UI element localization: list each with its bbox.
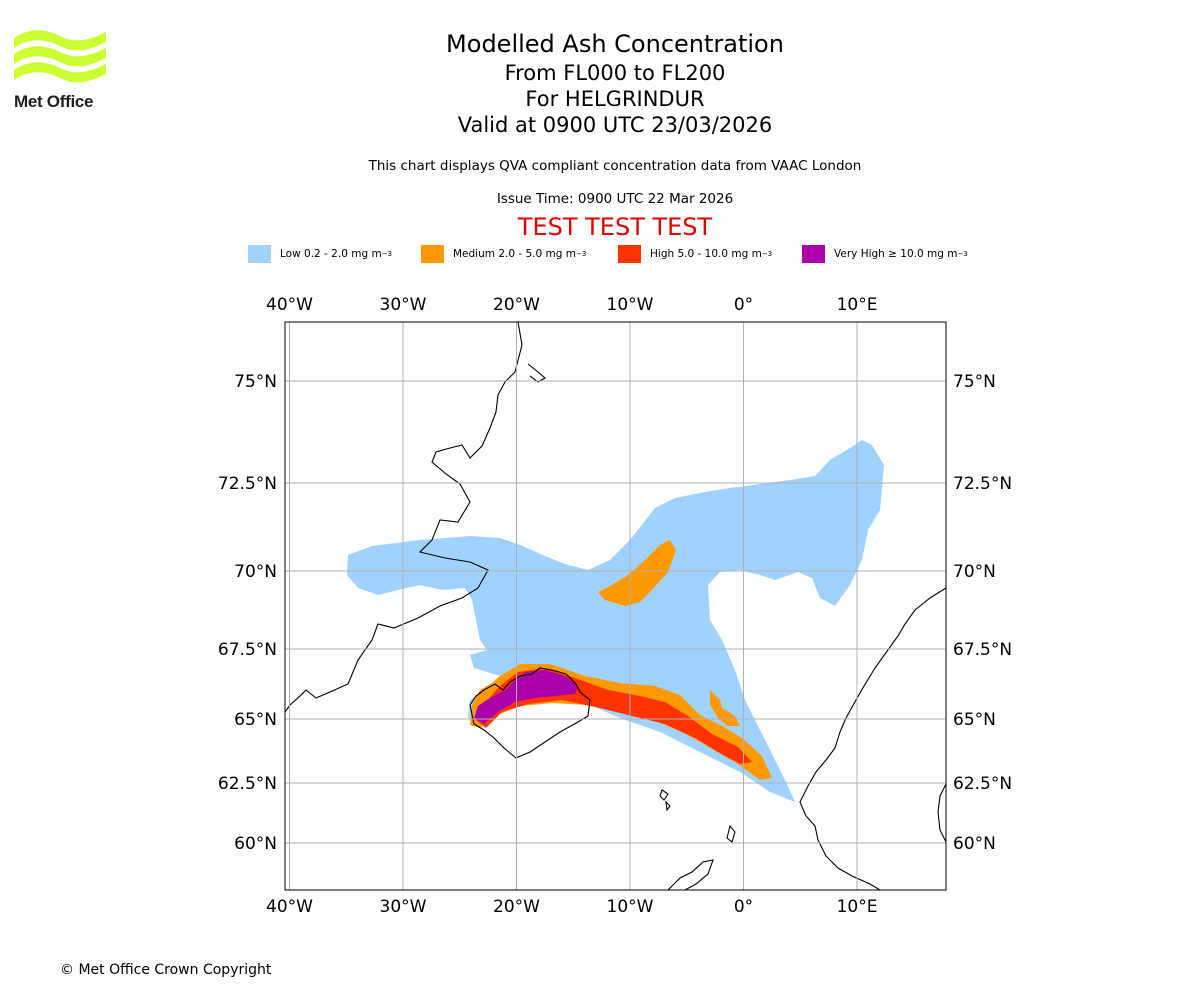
legend-swatch-medium (421, 245, 444, 263)
lon-label-bottom: 40°W (266, 897, 313, 917)
lat-label-left: 72.5°N (218, 474, 277, 494)
legend-unit-exponent: −3 (957, 250, 968, 258)
lat-label-left: 67.5°N (218, 640, 277, 660)
lon-label-top: 10°W (607, 295, 654, 315)
coastline-scotland (667, 859, 714, 890)
lat-label-right: 70°N (953, 562, 996, 582)
lat-label-left: 60°N (234, 834, 277, 854)
lat-label-right: 75°N (953, 372, 996, 392)
gridlines (285, 322, 946, 890)
lat-label-left: 70°N (234, 562, 277, 582)
lon-label-bottom: 0° (734, 897, 753, 917)
legend-unit-exponent: −3 (381, 250, 393, 258)
met-office-logo: Met Office (14, 30, 109, 111)
legend-label-very-high: Very High ≥ 10.0 mg m (834, 248, 958, 260)
ash-area-very-high (474, 670, 578, 724)
volcano-name: For HELGRINDUR (525, 87, 705, 111)
lon-label-top: 20°W (493, 295, 540, 315)
lat-label-right: 72.5°N (953, 474, 1012, 494)
legend-unit-exponent: −3 (761, 250, 773, 258)
lon-label-top: 0° (734, 295, 753, 315)
legend-swatch-high (618, 245, 641, 263)
copyright-notice: © Met Office Crown Copyright (60, 962, 272, 978)
legend-swatch-very-high (802, 245, 825, 263)
coastline-greenland-inlet (527, 363, 546, 383)
chart-subtitle: This chart displays QVA compliant concen… (368, 158, 862, 174)
map-frame (284, 321, 947, 891)
lon-label-top: 10°E (837, 295, 878, 315)
lat-label-right: 65°N (953, 710, 996, 730)
legend-label-low: Low 0.2 - 2.0 mg m (280, 248, 382, 260)
coastlines (285, 322, 946, 890)
legend-unit-exponent: −3 (575, 250, 587, 258)
axis-labels: 40°W 40°W 30°W 30°W 20°W 20°W 10°W 10°W 0° 0° 10°E… (218, 295, 1012, 917)
coastline-shetland (726, 824, 736, 843)
coastline-norway (799, 587, 946, 890)
legend-item-medium: Medium 2.0 - 5.0 mg m −3 (421, 245, 586, 263)
ash-area-low (347, 440, 884, 802)
legend-item-low: Low 0.2 - 2.0 mg m −3 (248, 245, 392, 263)
test-banner: TEST TEST TEST (517, 213, 713, 241)
lon-label-top: 30°W (380, 295, 427, 315)
lon-label-top: 40°W (266, 295, 313, 315)
legend-label-high: High 5.0 - 10.0 mg m (650, 248, 762, 260)
coastline-sweden (937, 783, 946, 843)
ash-area-medium-patch (710, 690, 740, 726)
valid-time: Valid at 0900 UTC 23/03/2026 (457, 113, 773, 137)
coastline-faroe-islands (659, 789, 671, 812)
coastline-greenland (285, 322, 523, 713)
legend-swatch-low (248, 245, 271, 263)
chart-title-block: Modelled Ash Concentration From FL000 to… (315, 28, 915, 138)
lat-label-right: 67.5°N (953, 640, 1012, 660)
lon-label-bottom: 20°W (493, 897, 540, 917)
chart-title: Modelled Ash Concentration (446, 30, 784, 58)
lon-label-bottom: 30°W (380, 897, 427, 917)
lat-label-left: 75°N (234, 372, 277, 392)
lon-label-bottom: 10°E (837, 897, 878, 917)
lat-label-left: 62.5°N (218, 774, 277, 794)
legend-item-very-high: Very High ≥ 10.0 mg m −3 (802, 245, 968, 263)
logo-text: Met Office (14, 92, 94, 111)
issue-time: Issue Time: 0900 UTC 22 Mar 2026 (496, 191, 734, 207)
coastline-iceland (469, 667, 591, 759)
lon-label-bottom: 10°W (607, 897, 654, 917)
flight-level-range: From FL000 to FL200 (504, 61, 726, 85)
lat-label-right: 60°N (953, 834, 996, 854)
lat-label-right: 62.5°N (953, 774, 1012, 794)
lat-label-left: 65°N (234, 710, 277, 730)
ash-area-medium-north (598, 540, 676, 606)
legend-item-high: High 5.0 - 10.0 mg m −3 (618, 245, 772, 263)
met-office-wave-icon (14, 30, 106, 83)
legend-label-medium: Medium 2.0 - 5.0 mg m (453, 248, 576, 260)
